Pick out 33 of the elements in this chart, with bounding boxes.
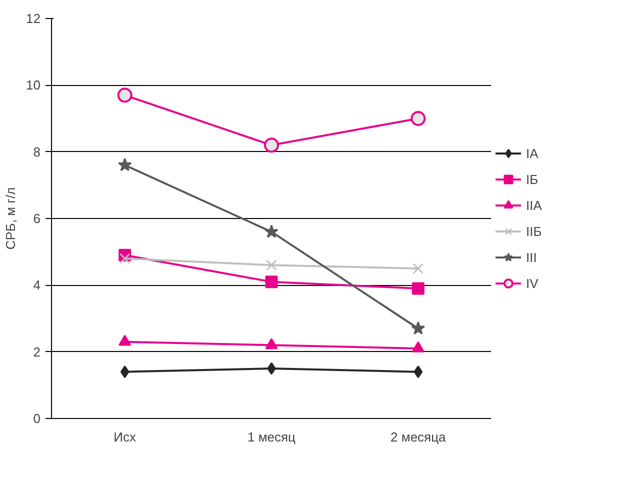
point	[411, 321, 426, 335]
y-tick-label: 4	[33, 278, 41, 293]
point	[412, 341, 424, 352]
legend-label: IIБ	[526, 224, 543, 238]
legend-label: IА	[526, 146, 540, 160]
x-tick-label: Исх	[114, 430, 137, 444]
legend-label: IV	[526, 276, 540, 290]
x-tick-label: 2 месяца	[390, 430, 447, 444]
point	[118, 158, 132, 172]
point	[119, 253, 130, 264]
legend-label: IБ	[526, 172, 540, 186]
point	[266, 260, 277, 271]
point	[412, 282, 424, 295]
y-tick-label: 8	[33, 144, 41, 160]
y-tick-label: 6	[33, 211, 41, 226]
point	[265, 338, 278, 350]
y-tick-label: 0	[33, 411, 41, 426]
point	[120, 366, 130, 378]
point	[414, 366, 423, 378]
point	[264, 224, 278, 238]
point	[117, 88, 132, 103]
legend-label: III	[526, 250, 538, 264]
point	[410, 111, 426, 126]
point	[265, 276, 278, 288]
legend-label: IIА	[526, 198, 543, 212]
y-tick-label: 2	[33, 344, 41, 360]
y-tick-label: 12	[26, 11, 41, 26]
point	[412, 263, 424, 274]
y-axis-title: СРБ, м г/л	[3, 187, 18, 250]
x-tick-label: 1 месяц	[248, 430, 296, 444]
point	[118, 334, 132, 346]
point	[264, 138, 279, 153]
y-tick-label: 10	[26, 78, 41, 93]
